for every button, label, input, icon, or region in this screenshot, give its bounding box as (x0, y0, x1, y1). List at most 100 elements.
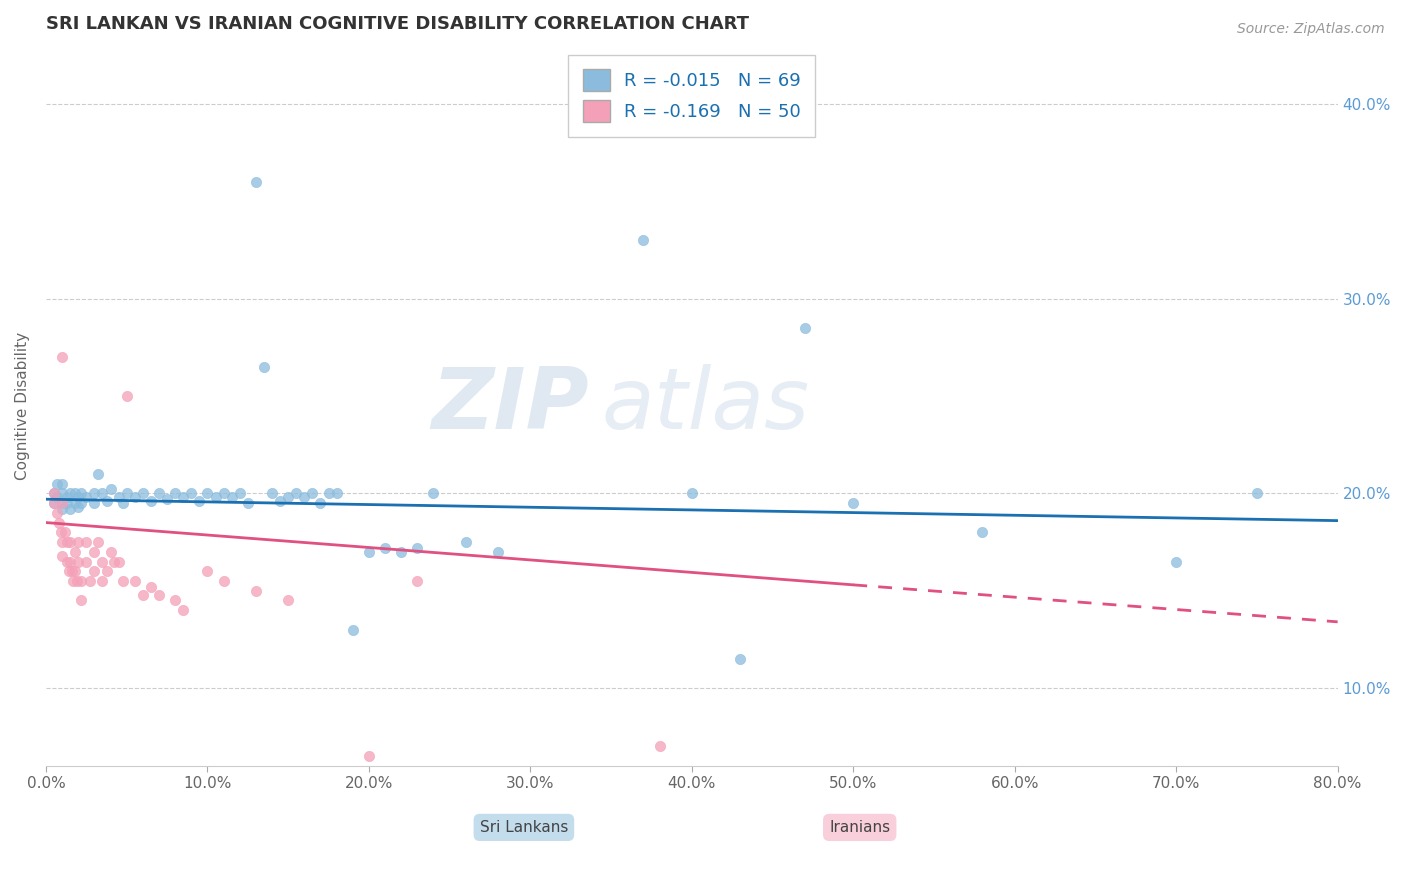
Point (156, 492, 179, 507)
Point (389, 545, 412, 559)
Point (67, 535, 90, 549)
Point (212, 486, 235, 500)
Point (46, 490, 69, 504)
Point (42, 496, 65, 510)
Point (180, 486, 202, 500)
Point (165, 593, 187, 607)
Point (124, 574, 146, 588)
Point (83, 545, 105, 559)
Point (124, 490, 146, 504)
Point (91, 554, 114, 568)
Point (172, 490, 194, 504)
Point (648, 739, 671, 754)
Point (318, 486, 340, 500)
Point (91, 486, 114, 500)
Point (51, 496, 73, 510)
Text: Source: ZipAtlas.com: Source: ZipAtlas.com (1237, 22, 1385, 37)
Point (48, 516, 70, 530)
Point (793, 321, 815, 335)
Point (115, 486, 138, 500)
Point (70, 486, 93, 500)
Point (486, 545, 509, 559)
Point (107, 490, 129, 504)
Point (62, 574, 84, 588)
Point (406, 574, 429, 588)
Point (325, 486, 347, 500)
Point (357, 749, 380, 764)
Point (132, 486, 155, 500)
Point (132, 588, 155, 602)
Point (277, 593, 299, 607)
Point (681, 486, 703, 500)
Point (301, 486, 323, 500)
Text: SRI LANKAN VS IRANIAN COGNITIVE DISABILITY CORRELATION CHART: SRI LANKAN VS IRANIAN COGNITIVE DISABILI… (46, 15, 749, 33)
Point (422, 486, 444, 500)
Point (59, 502, 82, 516)
Point (212, 574, 235, 588)
Point (75, 554, 97, 568)
Point (46, 506, 69, 520)
Point (56, 496, 79, 510)
Point (51, 549, 73, 563)
Point (221, 490, 243, 504)
Point (67, 500, 90, 514)
Point (139, 580, 162, 594)
Point (96, 494, 118, 508)
Point (63, 486, 86, 500)
Point (70, 574, 93, 588)
Point (374, 541, 396, 555)
Point (1166, 554, 1188, 568)
Point (70, 593, 93, 607)
Point (454, 535, 477, 549)
Legend: R = -0.015   N = 69, R = -0.169   N = 50: R = -0.015 N = 69, R = -0.169 N = 50 (568, 54, 815, 136)
Point (107, 554, 129, 568)
Point (96, 564, 118, 578)
Point (188, 494, 211, 508)
Point (1246, 486, 1268, 500)
Point (59, 535, 82, 549)
Point (59, 486, 82, 500)
Text: atlas: atlas (602, 364, 810, 447)
Point (253, 359, 276, 374)
Point (277, 490, 299, 504)
Point (91, 574, 114, 588)
Point (79, 574, 101, 588)
Point (406, 541, 429, 555)
Point (292, 490, 315, 504)
Point (245, 583, 267, 598)
Point (172, 603, 194, 617)
Point (204, 490, 226, 504)
Point (112, 574, 135, 588)
Point (139, 494, 162, 508)
Point (197, 486, 219, 500)
Point (236, 496, 259, 510)
Point (260, 486, 283, 500)
Point (86, 535, 108, 549)
Point (51, 535, 73, 549)
Point (51, 502, 73, 516)
Point (75, 490, 97, 504)
Point (112, 496, 135, 510)
Point (285, 486, 308, 500)
Point (42, 496, 65, 510)
Point (66, 574, 89, 588)
Point (63, 496, 86, 510)
Point (53, 525, 76, 540)
Point (56, 554, 79, 568)
Point (56, 490, 79, 504)
Text: ZIP: ZIP (430, 364, 589, 447)
Point (100, 545, 122, 559)
Point (972, 525, 994, 540)
Point (42, 486, 65, 500)
Point (63, 564, 86, 578)
Point (228, 486, 250, 500)
Point (197, 564, 219, 578)
Point (51, 350, 73, 364)
Point (148, 588, 170, 602)
Point (51, 496, 73, 510)
Point (148, 486, 170, 500)
Point (67, 554, 90, 568)
Point (728, 652, 751, 666)
Point (56, 535, 79, 549)
Text: Sri Lankans: Sri Lankans (479, 820, 568, 835)
